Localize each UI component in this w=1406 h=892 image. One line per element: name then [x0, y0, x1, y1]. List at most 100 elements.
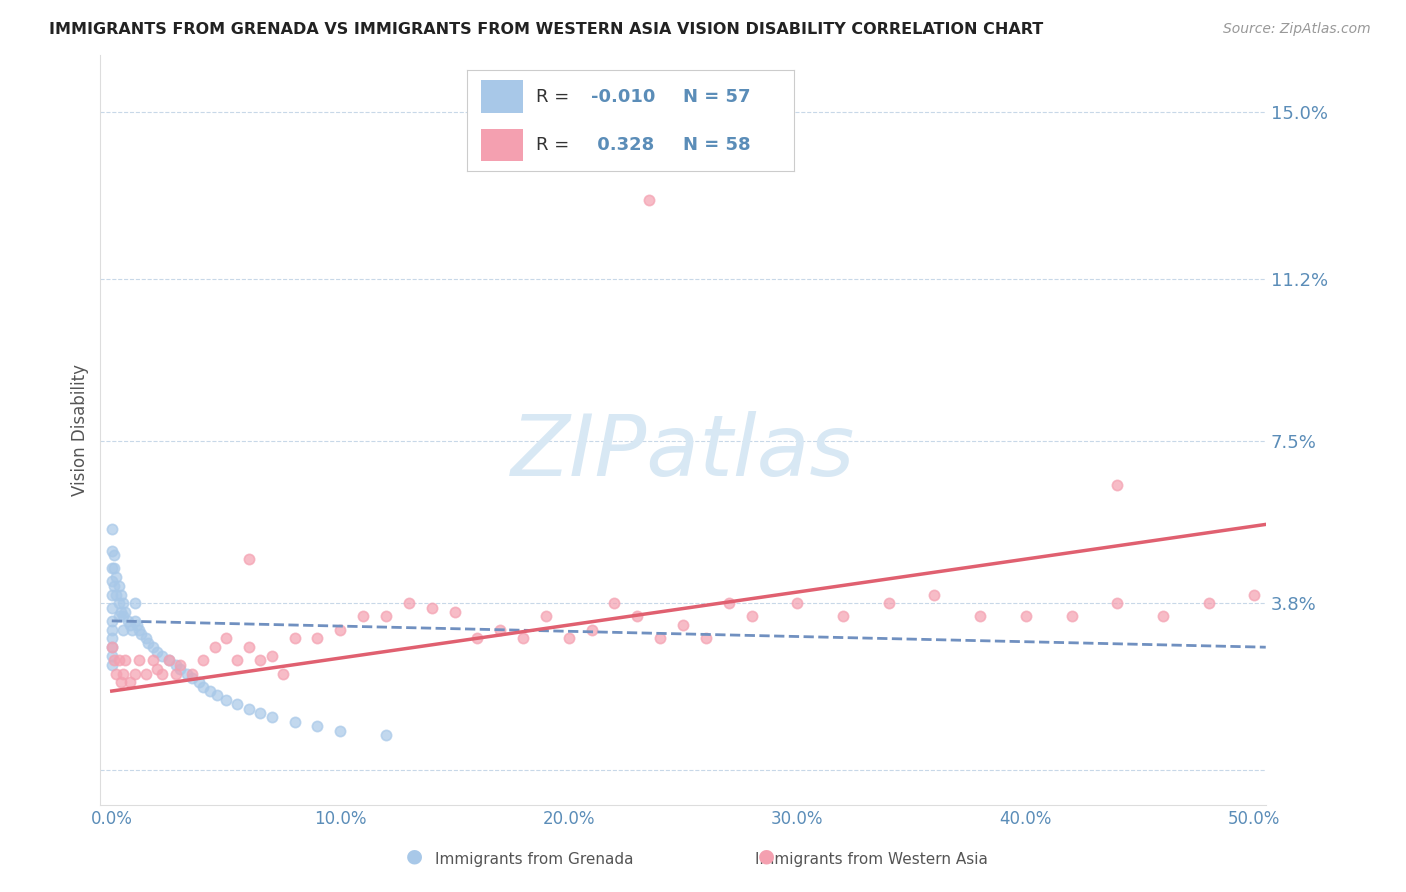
Point: [1243, 588, 1265, 602]
Point: [107, 653, 129, 667]
Point: [112, 609, 135, 624]
Point: [165, 666, 187, 681]
Point: [695, 632, 717, 646]
Point: [105, 666, 128, 681]
Point: [375, 728, 398, 742]
Point: [238, 640, 260, 655]
Point: [260, 710, 283, 724]
Point: [146, 662, 169, 676]
Point: [125, 618, 148, 632]
Text: IMMIGRANTS FROM GRENADA VS IMMIGRANTS FROM WESTERN ASIA VISION DISABILITY CORREL: IMMIGRANTS FROM GRENADA VS IMMIGRANTS FR…: [49, 22, 1043, 37]
Point: [249, 653, 271, 667]
Point: [117, 614, 139, 628]
Point: [135, 632, 157, 646]
Point: [1198, 596, 1220, 610]
Text: ●: ●: [758, 847, 775, 865]
Point: [329, 723, 352, 738]
Point: [100, 623, 122, 637]
Point: [193, 680, 215, 694]
Point: [142, 640, 165, 655]
Point: [128, 653, 150, 667]
Point: [271, 666, 294, 681]
Point: [215, 632, 238, 646]
Text: ●: ●: [406, 847, 423, 865]
Point: [180, 666, 202, 681]
Point: [100, 614, 122, 628]
Point: [103, 653, 125, 667]
Point: [193, 653, 215, 667]
Point: [100, 543, 122, 558]
Point: [107, 596, 129, 610]
Point: [1060, 609, 1083, 624]
Point: [121, 623, 143, 637]
Point: [105, 570, 128, 584]
Point: [100, 522, 122, 536]
Point: [215, 693, 238, 707]
Point: [1107, 478, 1129, 492]
Point: [307, 632, 329, 646]
Point: [249, 706, 271, 720]
Point: [169, 662, 191, 676]
Point: [103, 548, 125, 562]
Point: [198, 684, 221, 698]
Point: [135, 666, 157, 681]
Point: [512, 632, 534, 646]
Point: [226, 697, 249, 711]
Point: [107, 579, 129, 593]
Text: Immigrants from Grenada: Immigrants from Grenada: [434, 852, 634, 867]
Point: [1107, 596, 1129, 610]
Point: [157, 653, 180, 667]
Point: [131, 627, 153, 641]
Point: [260, 648, 283, 663]
Point: [124, 666, 146, 681]
Point: [100, 648, 122, 663]
Point: [100, 561, 122, 575]
Point: [877, 596, 900, 610]
Point: [112, 666, 135, 681]
Point: [180, 671, 202, 685]
Point: [284, 632, 307, 646]
Point: [169, 657, 191, 672]
Point: [100, 588, 122, 602]
Point: [150, 666, 173, 681]
Point: [103, 579, 125, 593]
Point: [924, 588, 946, 602]
Point: [124, 596, 146, 610]
Point: [238, 701, 260, 715]
Point: [420, 600, 443, 615]
Point: [489, 623, 512, 637]
Point: [100, 600, 122, 615]
Point: [717, 596, 740, 610]
Point: [204, 640, 226, 655]
Point: [650, 632, 672, 646]
Point: [329, 623, 352, 637]
Point: [205, 689, 228, 703]
Point: [124, 614, 146, 628]
Point: [110, 588, 132, 602]
Point: [581, 623, 603, 637]
Point: [110, 605, 132, 619]
Point: [741, 609, 763, 624]
Point: [176, 666, 198, 681]
Point: [626, 609, 648, 624]
Point: [398, 596, 420, 610]
Point: [1015, 609, 1038, 624]
Point: [832, 609, 855, 624]
Y-axis label: Vision Disability: Vision Disability: [72, 364, 89, 496]
Point: [120, 618, 142, 632]
Point: [105, 588, 128, 602]
Point: [114, 605, 136, 619]
Point: [467, 632, 489, 646]
Point: [100, 657, 122, 672]
Point: [146, 644, 169, 658]
Point: [187, 675, 209, 690]
Point: [120, 675, 142, 690]
Point: [672, 618, 695, 632]
Point: [142, 653, 165, 667]
Point: [100, 632, 122, 646]
Point: [443, 605, 465, 619]
Point: [128, 623, 150, 637]
Point: [100, 574, 122, 589]
Point: [112, 623, 135, 637]
Point: [637, 193, 659, 207]
